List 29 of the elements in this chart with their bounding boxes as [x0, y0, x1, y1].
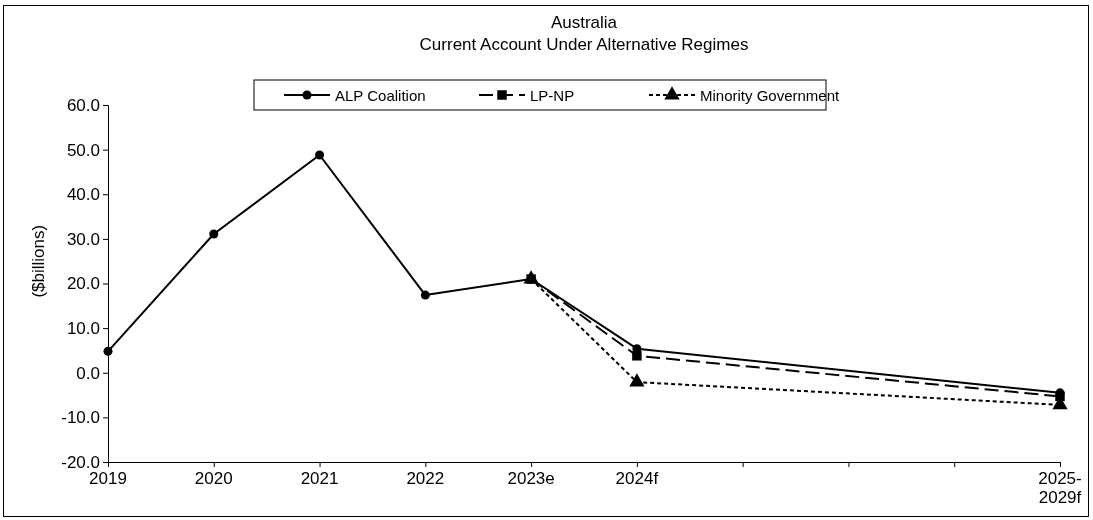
point [209, 229, 219, 239]
point [523, 270, 539, 284]
y-axis-title: ($billions) [29, 224, 48, 298]
point [103, 346, 113, 356]
legend-label: LP-NP [530, 87, 575, 104]
x-tick-label: 2021 [300, 469, 339, 488]
x-tick-label: 2024f [615, 469, 659, 488]
y-tick-label: 20.0 [66, 274, 100, 294]
y-tick-label: 30.0 [66, 229, 100, 249]
y-tick-label: 60.0 [66, 95, 100, 115]
chart-subtitle: Current Account Under Alternative Regimes [419, 35, 749, 54]
x-tick-label: 2023e [507, 469, 555, 488]
x-tick-label: 2022 [406, 469, 445, 488]
y-tick-label: 50.0 [66, 140, 100, 160]
legend-label: Minority Government [700, 87, 841, 104]
point [629, 373, 645, 387]
y-tick-label: 0.0 [76, 363, 100, 383]
x-tick-label: 2019 [89, 469, 127, 488]
x-tick-label: 2020 [194, 469, 233, 488]
point [420, 290, 430, 300]
y-tick-label: -10.0 [61, 408, 100, 428]
y-tick-label: 40.0 [66, 185, 100, 205]
point [632, 351, 642, 361]
x-tick-label: 2025- 2029f [1038, 469, 1082, 507]
point [315, 150, 325, 160]
y-tick-label: 10.0 [66, 319, 100, 339]
legend-label: ALP Coalition [335, 87, 426, 104]
chart-title: Australia [550, 13, 618, 32]
y-tick-label: -20.0 [61, 452, 100, 472]
